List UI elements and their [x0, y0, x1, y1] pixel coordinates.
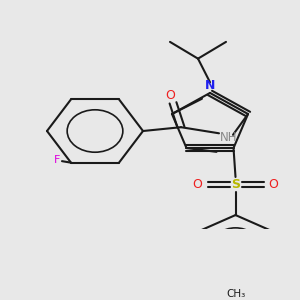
- Text: F: F: [54, 154, 60, 165]
- Text: CH₃: CH₃: [226, 289, 245, 299]
- Text: O: O: [165, 89, 175, 102]
- Text: N: N: [205, 79, 215, 92]
- Text: NH: NH: [220, 130, 238, 144]
- Text: O: O: [193, 178, 202, 191]
- Text: O: O: [268, 178, 278, 191]
- Text: S: S: [231, 178, 240, 191]
